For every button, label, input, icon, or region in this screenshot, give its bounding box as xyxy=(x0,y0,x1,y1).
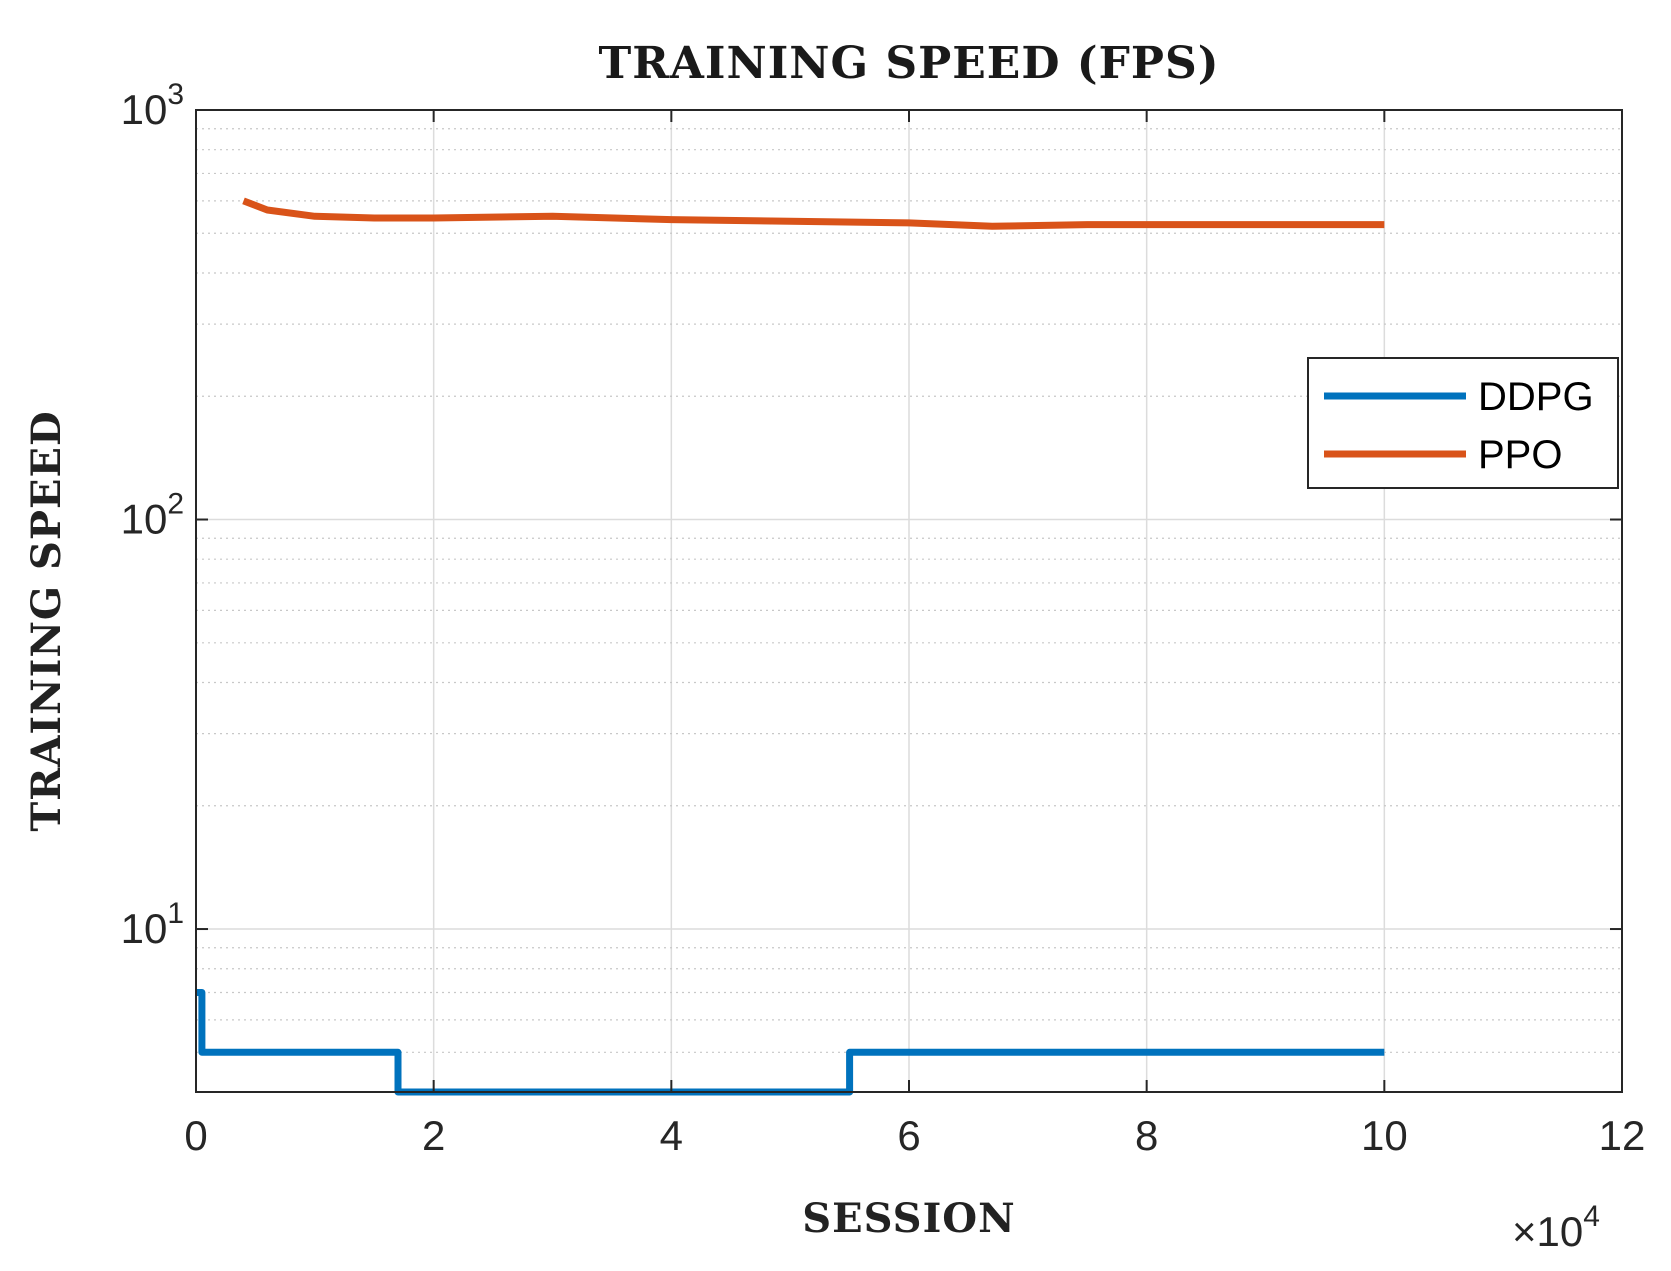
x-tick-label: 10 xyxy=(1361,1112,1408,1159)
legend-box xyxy=(1307,357,1619,489)
x-multiplier-base: ×10 xyxy=(1512,1208,1583,1255)
x-multiplier-exponent: 4 xyxy=(1583,1200,1600,1233)
chart-title: TRAINING SPEED (FPS) xyxy=(598,38,1219,89)
x-tick-label: 8 xyxy=(1135,1112,1158,1159)
y-axis-label: TRAINING SPEED xyxy=(23,410,70,831)
series-layer xyxy=(196,197,1385,1096)
legend-label-ppo: PPO xyxy=(1478,433,1562,477)
x-tick-label: 0 xyxy=(184,1112,207,1159)
y-tick-label: 101 xyxy=(121,897,184,952)
y-tick-label: 102 xyxy=(121,488,184,543)
x-tick-label: 4 xyxy=(660,1112,683,1159)
legend-label-ddpg: DDPG xyxy=(1478,375,1594,419)
y-tick-label: 103 xyxy=(121,78,184,133)
x-tick-label: 6 xyxy=(897,1112,920,1159)
ticks: 0 2 4 6 8 10 12 101 102 103 xyxy=(121,78,1646,1159)
x-tick-label: 2 xyxy=(422,1112,445,1159)
legend: DDPG PPO xyxy=(1307,357,1619,489)
series-line-ddpg xyxy=(196,989,1385,1096)
x-axis-multiplier: ×104 xyxy=(1512,1200,1600,1255)
x-tick-label: 12 xyxy=(1599,1112,1646,1159)
series-line-ppo xyxy=(242,197,1385,230)
x-axis-label: SESSION xyxy=(802,1195,1015,1242)
